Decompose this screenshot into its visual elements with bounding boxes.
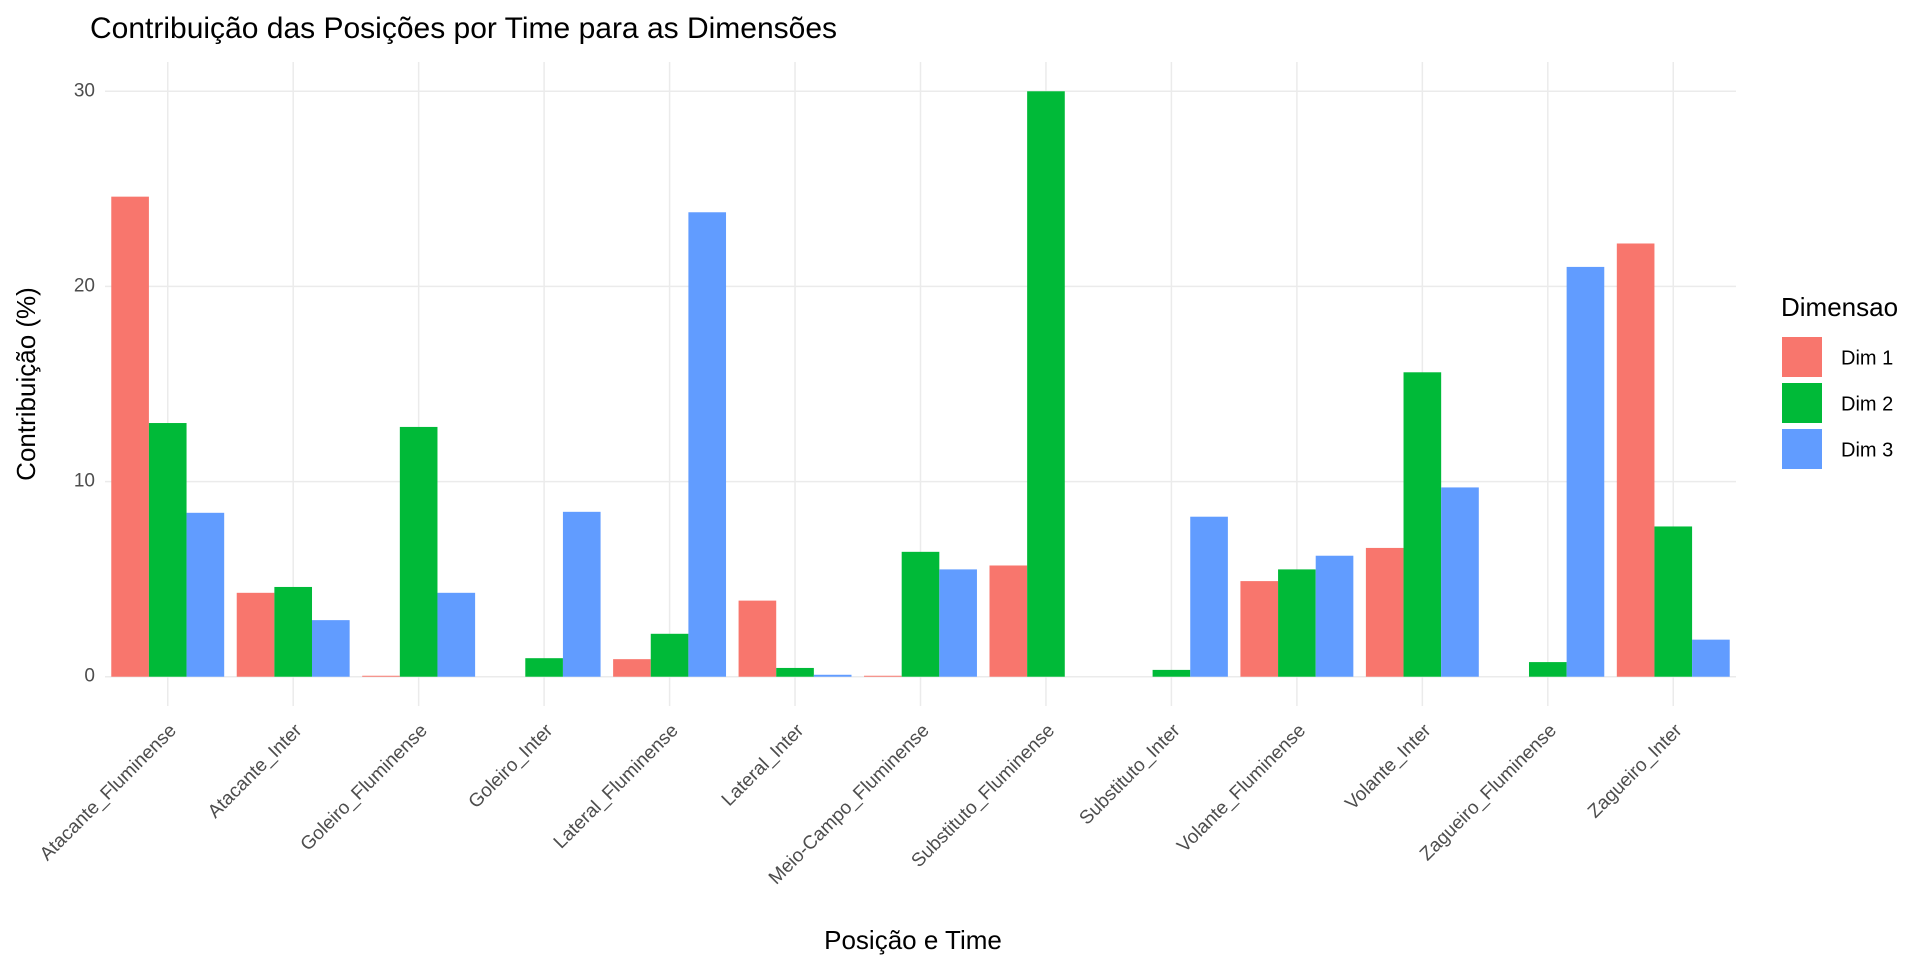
y-tick-label: 20 <box>74 275 95 296</box>
bar <box>650 633 689 677</box>
bar <box>1441 487 1479 677</box>
legend-title: Dimensao <box>1781 292 1898 322</box>
legend-label: Dim 3 <box>1841 439 1893 461</box>
bar <box>437 592 476 677</box>
x-tick-label: Zagueiro_Fluminense <box>1416 720 1561 865</box>
bar <box>738 600 777 677</box>
bar <box>1152 669 1191 677</box>
bar <box>688 212 727 677</box>
x-tick-label: Zagueiro_Inter <box>1584 720 1687 823</box>
bar <box>362 675 400 677</box>
x-tick-label: Goleiro_Inter <box>465 720 558 813</box>
bar <box>148 423 187 677</box>
bar <box>1278 569 1316 677</box>
x-tick-label: Substituto_Inter <box>1076 720 1185 829</box>
x-tick-label: Lateral_Fluminense <box>550 720 683 853</box>
x-tick-label: Volante_Fluminense <box>1173 720 1310 857</box>
bar <box>989 565 1028 677</box>
bar <box>562 511 601 677</box>
bar <box>274 586 313 677</box>
bar <box>864 675 902 677</box>
bar <box>312 620 350 677</box>
bar <box>1692 639 1730 677</box>
chart-title: Contribuição das Posições por Time para … <box>90 12 837 45</box>
legend-key <box>1780 381 1824 425</box>
bar <box>613 659 651 677</box>
x-axis-title: Posição e Time <box>824 925 1002 955</box>
bar <box>1190 516 1228 677</box>
bar <box>399 426 438 677</box>
y-tick-label: 30 <box>74 80 95 101</box>
legend-key <box>1780 335 1824 379</box>
x-tick-label: Substituto_Fluminense <box>908 720 1060 872</box>
bar <box>1403 372 1442 677</box>
bar <box>1240 581 1279 677</box>
bar <box>236 592 275 677</box>
y-tick-label: 10 <box>74 471 95 492</box>
legend-key <box>1780 427 1824 471</box>
x-tick-label: Volante_Inter <box>1341 720 1436 815</box>
bar <box>111 196 149 677</box>
bar <box>1616 243 1655 677</box>
bar <box>1654 526 1693 677</box>
bar <box>1365 547 1404 677</box>
x-tick-label: Atacante_Fluminense <box>36 720 181 865</box>
bar <box>1528 662 1567 677</box>
bar <box>1566 266 1605 677</box>
bar <box>901 551 940 677</box>
bar <box>1315 555 1354 677</box>
x-tick-label: Goleiro_Fluminense <box>297 720 432 855</box>
legend-label: Dim 1 <box>1841 347 1893 369</box>
y-tick-label: 0 <box>84 666 95 687</box>
bar <box>525 658 563 677</box>
bar <box>776 667 814 677</box>
y-axis-title: Contribuição (%) <box>11 287 41 481</box>
x-tick-label: Atacante_Inter <box>204 720 307 823</box>
bar <box>186 512 225 677</box>
bar <box>813 674 852 677</box>
bar <box>939 569 977 677</box>
x-tick-label: Lateral_Inter <box>718 720 809 811</box>
bar <box>1027 91 1065 677</box>
legend-label: Dim 2 <box>1841 393 1893 415</box>
